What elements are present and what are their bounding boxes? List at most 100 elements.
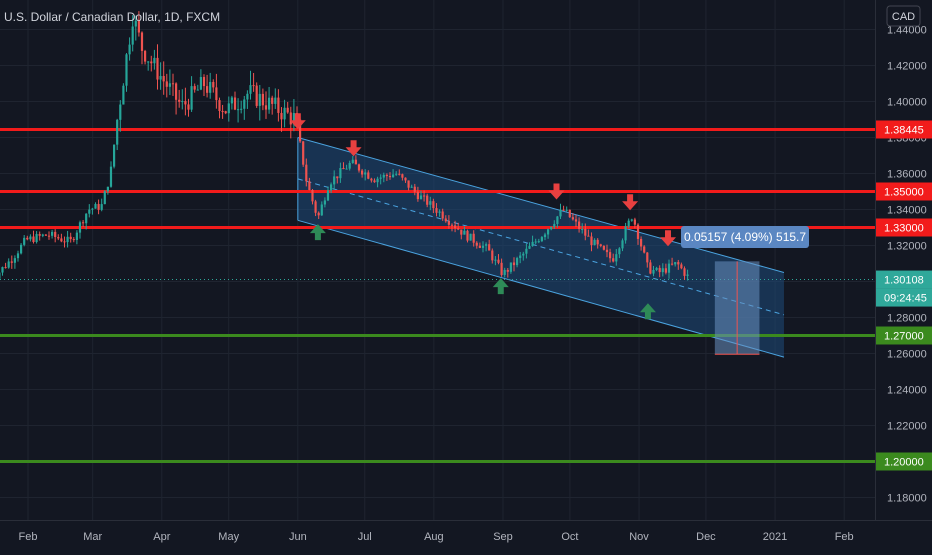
price-tick-label: 1.18000 [887,493,927,505]
time-tick-label: Feb [835,531,854,543]
candle-body [256,86,258,106]
candle-body [643,246,645,252]
candle-body [417,192,419,199]
candle-body [228,103,230,113]
time-tick-label: Feb [19,531,38,543]
candle-body [318,213,320,216]
candle-body [339,168,341,178]
candle-body [231,97,233,103]
candle-body [581,229,583,230]
candle-body [367,172,369,178]
candle-body [197,90,199,91]
current-price-tag: 1.30108 [884,275,924,287]
candle-body [637,225,639,239]
candle-body [668,264,670,273]
price-tick-label: 1.22000 [887,421,927,433]
time-tick-label: Dec [696,531,716,543]
candle-body [262,94,264,105]
candle-body [271,98,273,104]
resistance-price-tag: 1.38445 [884,124,924,136]
candle-body [528,246,530,249]
candle-body [401,174,403,177]
candle-body [395,174,397,175]
candle-body [66,237,68,242]
candle-body [35,234,37,242]
candle-body [572,217,574,219]
candle-body [39,234,41,236]
candle-body [308,181,310,190]
currency-button[interactable]: CAD [887,6,920,26]
candle-body [535,242,537,243]
currency-button-label[interactable]: CAD [892,11,915,23]
candle-body [600,244,602,246]
candle-body [125,54,127,85]
candle-body [677,262,679,264]
candle-body [404,178,406,181]
candle-body [215,87,217,100]
candle-body [76,233,78,240]
candle-body [652,270,654,274]
candle-body [500,263,502,275]
candle-body [364,172,366,174]
candle-body [355,160,357,165]
candle-body [386,175,388,176]
candle-body [519,255,521,258]
candle-body [615,254,617,261]
candle-body [181,101,183,102]
candle-body [324,200,326,204]
candle-body [163,76,165,81]
candle-body [14,258,16,263]
candle-body [20,245,22,254]
candle-body [671,264,673,265]
candle-body [460,230,462,235]
candle-body [159,76,161,80]
candle-body [73,239,75,240]
candle-body [482,246,484,248]
candle-body [265,105,267,109]
candle-body [578,222,580,229]
candle-body [104,191,106,204]
candle-body [411,187,413,188]
candle-body [429,201,431,205]
candle-body [51,232,53,236]
candle-body [342,168,344,169]
candle-body [621,240,623,248]
candle-body [603,246,605,250]
candle-body [494,260,496,261]
candle-body [45,235,47,236]
support-price-tag: 1.20000 [884,457,924,469]
candle-body [314,201,316,212]
candle-body [175,83,177,99]
candle-body [209,82,211,93]
price-tick-label: 1.24000 [887,385,927,397]
price-tick-label: 1.36000 [887,169,927,181]
candle-body [88,210,90,214]
candle-body [476,243,478,246]
candle-body [97,204,99,210]
candle-body [4,267,6,268]
candle-body [283,108,285,120]
price-tick-label: 1.42000 [887,61,927,73]
candle-body [274,98,276,104]
time-tick-label: Aug [424,531,444,543]
candle-body [113,145,115,167]
time-tick-label: Sep [493,531,513,543]
candle-body [29,237,31,240]
candle-body [302,141,304,164]
candle-body [268,98,270,110]
candle-body [240,109,242,110]
candle-body [107,187,109,192]
candle-body [376,179,378,182]
candle-body [531,242,533,246]
candle-body [203,77,205,86]
candle-body [237,109,239,110]
candle-body [624,226,626,240]
candle-body [438,212,440,213]
candle-body [662,268,664,272]
candle-body [646,253,648,263]
time-tick-label: 2021 [763,531,787,543]
candle-body [544,234,546,237]
